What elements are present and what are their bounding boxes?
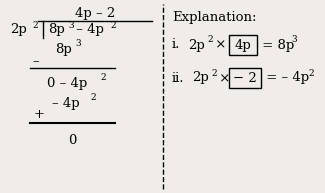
Text: 8p: 8p: [48, 24, 65, 36]
Text: 2p: 2p: [188, 38, 205, 52]
Text: ×: ×: [211, 38, 231, 52]
Text: 8p: 8p: [55, 42, 72, 56]
Text: 3: 3: [75, 40, 81, 48]
Text: = – 4p: = – 4p: [262, 71, 309, 85]
Text: 3: 3: [68, 20, 74, 30]
Text: – 4p: – 4p: [72, 24, 104, 36]
Text: 4p: 4p: [235, 38, 251, 52]
Text: 4p – 2: 4p – 2: [75, 7, 115, 19]
Text: +: +: [34, 108, 45, 122]
Text: ×: ×: [215, 71, 235, 85]
FancyBboxPatch shape: [229, 68, 261, 88]
Text: 2: 2: [90, 93, 96, 102]
Text: 2: 2: [207, 36, 213, 45]
FancyBboxPatch shape: [229, 35, 257, 55]
Text: 2: 2: [110, 20, 116, 30]
Text: 0: 0: [68, 135, 76, 147]
Text: = 8p: = 8p: [258, 38, 294, 52]
Text: –: –: [32, 56, 39, 69]
Text: 3: 3: [291, 36, 297, 45]
Text: − 2: − 2: [233, 71, 257, 85]
Text: 2p: 2p: [10, 24, 27, 36]
Text: ii.: ii.: [172, 71, 185, 85]
Text: 2: 2: [308, 69, 314, 78]
Text: 0 – 4p: 0 – 4p: [47, 76, 87, 90]
Text: 2p: 2p: [192, 71, 209, 85]
Text: 2: 2: [211, 69, 217, 78]
Text: Explanation:: Explanation:: [172, 12, 256, 25]
Text: i.: i.: [172, 38, 180, 52]
Text: 2: 2: [100, 74, 106, 82]
Text: 2: 2: [32, 20, 38, 30]
Text: – 4p: – 4p: [52, 96, 80, 109]
